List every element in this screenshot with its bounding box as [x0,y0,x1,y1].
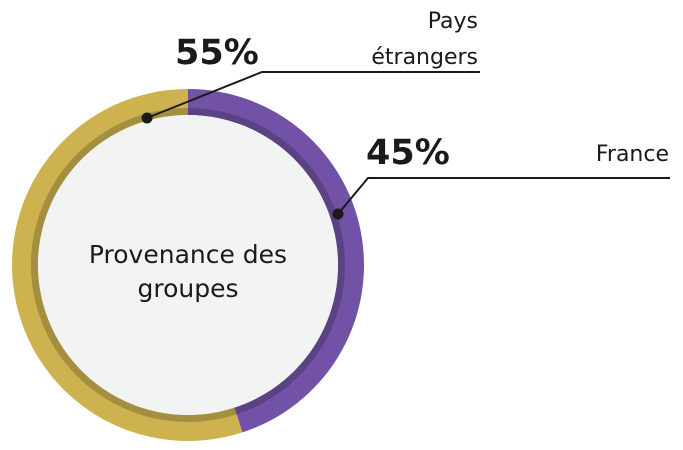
center-label: Provenance des groupes [88,240,288,303]
leader-line [337,177,670,215]
value-label: 45% [366,133,450,173]
value-label: 55% [175,33,259,73]
leader-dot [332,208,344,220]
leader-line [146,71,480,119]
leader-dot [141,112,153,124]
center-disc [38,115,338,415]
category-label: France [595,142,669,167]
category-label: Pays étrangers [371,9,478,70]
